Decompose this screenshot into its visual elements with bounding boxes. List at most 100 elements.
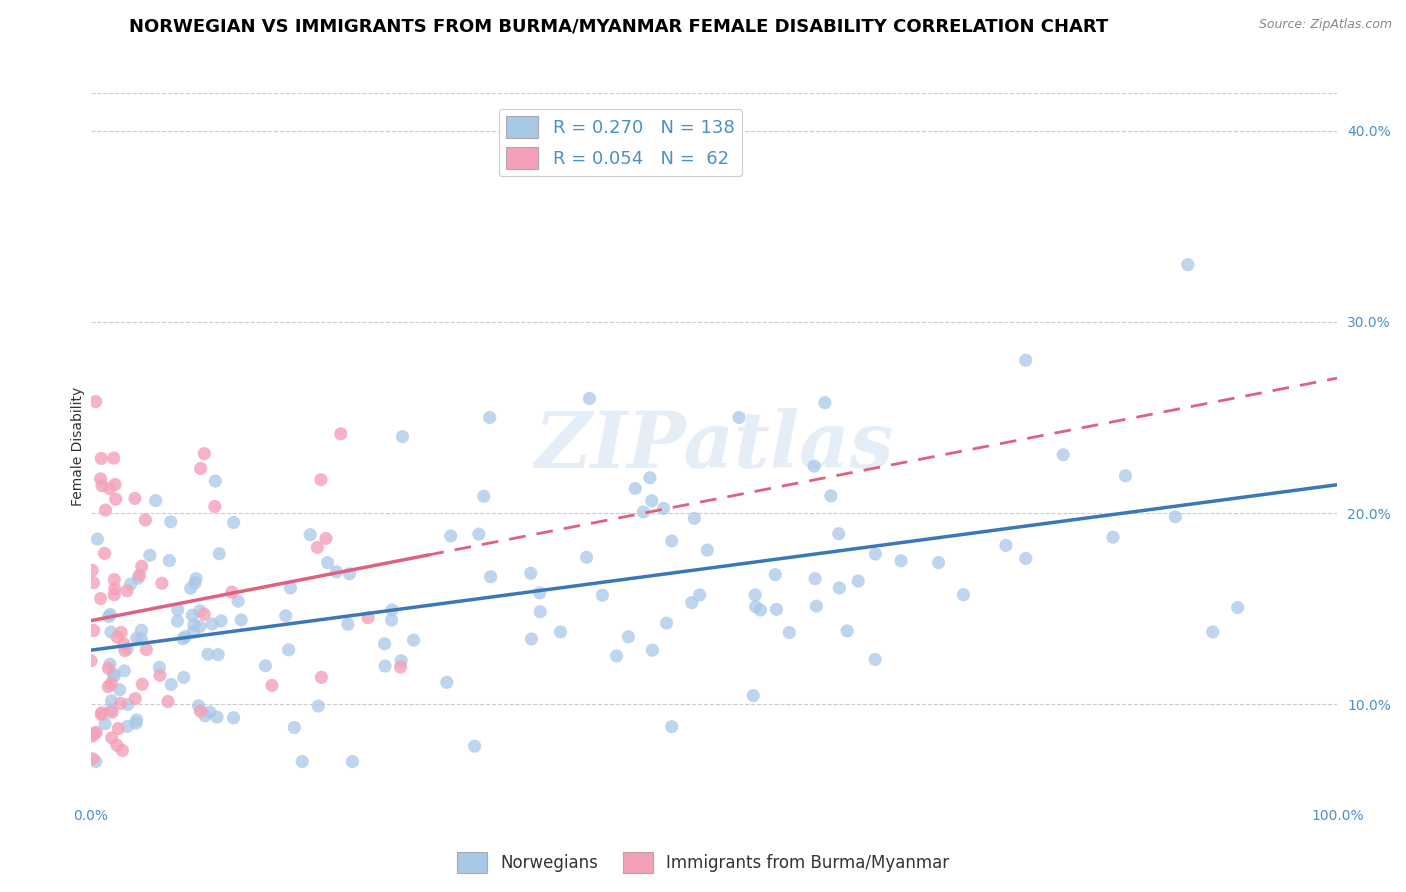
Point <box>100 731 122 745</box>
Point <box>131 677 153 691</box>
Point <box>339 566 361 581</box>
Point <box>329 426 352 441</box>
Point <box>311 670 333 684</box>
Point <box>994 538 1017 552</box>
Point <box>765 602 787 616</box>
Point <box>180 582 202 596</box>
Point <box>149 668 172 682</box>
Point <box>1052 448 1074 462</box>
Point <box>187 698 209 713</box>
Point <box>381 613 404 627</box>
Point <box>103 450 125 465</box>
Point <box>803 459 825 474</box>
Point <box>148 660 170 674</box>
Point <box>436 675 458 690</box>
Point <box>464 739 486 753</box>
Point <box>80 563 103 577</box>
Point <box>83 575 105 590</box>
Point <box>828 581 851 595</box>
Text: ZIPatlas: ZIPatlas <box>534 408 894 484</box>
Point <box>207 648 229 662</box>
Point <box>135 642 157 657</box>
Point <box>145 493 167 508</box>
Point <box>82 729 104 743</box>
Point <box>820 489 842 503</box>
Point <box>778 625 800 640</box>
Point <box>1226 600 1249 615</box>
Point <box>124 491 146 506</box>
Point <box>104 582 127 596</box>
Point <box>193 607 215 622</box>
Point <box>110 625 132 640</box>
Point <box>103 669 125 683</box>
Point <box>100 694 122 708</box>
Point <box>97 661 120 675</box>
Point <box>86 532 108 546</box>
Point <box>316 556 339 570</box>
Point <box>661 533 683 548</box>
Point <box>1102 530 1125 544</box>
Point <box>117 698 139 712</box>
Point <box>198 705 221 719</box>
Point <box>744 599 766 614</box>
Point <box>114 643 136 657</box>
Text: Source: ZipAtlas.com: Source: ZipAtlas.com <box>1258 18 1392 31</box>
Point <box>529 605 551 619</box>
Point <box>94 716 117 731</box>
Point <box>134 513 156 527</box>
Point <box>342 755 364 769</box>
Point <box>183 617 205 632</box>
Point <box>90 451 112 466</box>
Point <box>190 704 212 718</box>
Point <box>655 616 678 631</box>
Point <box>105 630 128 644</box>
Point <box>105 739 128 753</box>
Point <box>103 588 125 602</box>
Point <box>166 614 188 628</box>
Point <box>402 633 425 648</box>
Point <box>591 588 613 602</box>
Point <box>1202 624 1225 639</box>
Point <box>763 567 786 582</box>
Point <box>197 647 219 661</box>
Point <box>696 543 718 558</box>
Point <box>90 591 112 606</box>
Point <box>90 707 112 722</box>
Point <box>159 515 181 529</box>
Point <box>125 716 148 731</box>
Point <box>550 624 572 639</box>
Point <box>112 637 135 651</box>
Point <box>357 611 380 625</box>
Point <box>184 572 207 586</box>
Point <box>661 720 683 734</box>
Point <box>83 624 105 638</box>
Point <box>104 492 127 507</box>
Point <box>127 571 149 585</box>
Point <box>1177 258 1199 272</box>
Point <box>209 614 232 628</box>
Point <box>468 527 491 541</box>
Point <box>865 547 887 561</box>
Point <box>181 608 204 623</box>
Point <box>804 572 827 586</box>
Point <box>131 559 153 574</box>
Point <box>299 527 322 541</box>
Point <box>519 566 541 581</box>
Point <box>112 664 135 678</box>
Point <box>97 680 120 694</box>
Point <box>103 666 125 681</box>
Point <box>681 596 703 610</box>
Point <box>84 725 107 739</box>
Point <box>94 503 117 517</box>
Point <box>472 489 495 503</box>
Point <box>606 648 628 663</box>
Point <box>98 657 121 672</box>
Point <box>806 599 828 613</box>
Point <box>624 482 647 496</box>
Point <box>84 394 107 409</box>
Point <box>82 752 104 766</box>
Point <box>100 624 122 639</box>
Point <box>381 603 404 617</box>
Point <box>633 505 655 519</box>
Point <box>389 660 412 674</box>
